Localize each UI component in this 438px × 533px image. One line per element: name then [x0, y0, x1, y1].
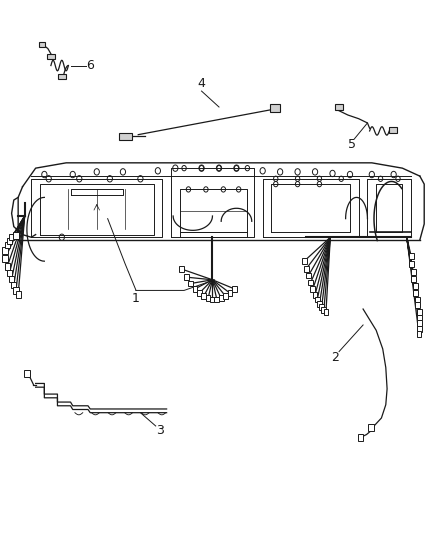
Bar — [7, 238, 12, 244]
Bar — [15, 292, 21, 298]
Bar — [3, 247, 8, 254]
Text: 4: 4 — [198, 77, 205, 90]
Bar — [13, 287, 18, 294]
Text: 5: 5 — [348, 138, 356, 151]
Bar — [188, 280, 193, 286]
FancyBboxPatch shape — [270, 104, 280, 112]
Bar — [304, 266, 309, 271]
Bar — [201, 293, 206, 299]
FancyBboxPatch shape — [47, 54, 55, 59]
Bar — [317, 301, 322, 306]
FancyBboxPatch shape — [335, 104, 343, 110]
Bar — [215, 296, 219, 302]
Bar — [210, 296, 215, 302]
Bar — [413, 283, 418, 289]
Bar — [24, 370, 30, 377]
Bar — [5, 242, 10, 248]
Bar — [313, 292, 318, 297]
Bar — [13, 232, 18, 239]
Bar — [417, 314, 422, 320]
Bar — [315, 296, 320, 302]
Bar — [219, 295, 223, 301]
Text: 2: 2 — [331, 351, 339, 365]
Bar — [184, 274, 189, 280]
Bar — [417, 320, 422, 326]
Bar — [223, 293, 228, 299]
Bar — [409, 261, 413, 266]
Bar — [193, 286, 198, 292]
Text: 1: 1 — [131, 292, 139, 305]
Bar — [232, 286, 237, 292]
Bar — [308, 279, 313, 285]
Bar — [415, 302, 420, 308]
Text: 3: 3 — [156, 424, 164, 437]
Bar — [368, 424, 374, 431]
Bar — [321, 307, 326, 313]
Bar — [324, 309, 328, 314]
FancyBboxPatch shape — [389, 127, 397, 133]
Bar — [357, 434, 363, 441]
FancyBboxPatch shape — [58, 74, 66, 79]
Bar — [415, 296, 420, 302]
Text: 6: 6 — [86, 59, 94, 72]
Bar — [197, 290, 202, 296]
Bar — [311, 286, 315, 292]
Bar — [206, 295, 211, 301]
Bar — [409, 253, 413, 259]
FancyBboxPatch shape — [39, 43, 46, 47]
Bar — [5, 263, 10, 270]
Bar — [180, 266, 184, 272]
Bar — [413, 290, 418, 296]
Bar — [411, 276, 416, 282]
Bar — [306, 272, 311, 278]
Bar — [9, 234, 14, 240]
Bar — [7, 270, 12, 276]
Bar — [3, 255, 8, 262]
Bar — [9, 276, 14, 282]
Bar — [227, 290, 232, 296]
Bar — [319, 304, 324, 310]
Bar — [302, 259, 307, 264]
Bar — [417, 326, 422, 332]
Bar — [411, 269, 416, 274]
FancyBboxPatch shape — [119, 133, 132, 140]
Bar — [11, 282, 16, 288]
Bar — [417, 309, 422, 314]
Bar — [417, 331, 421, 337]
